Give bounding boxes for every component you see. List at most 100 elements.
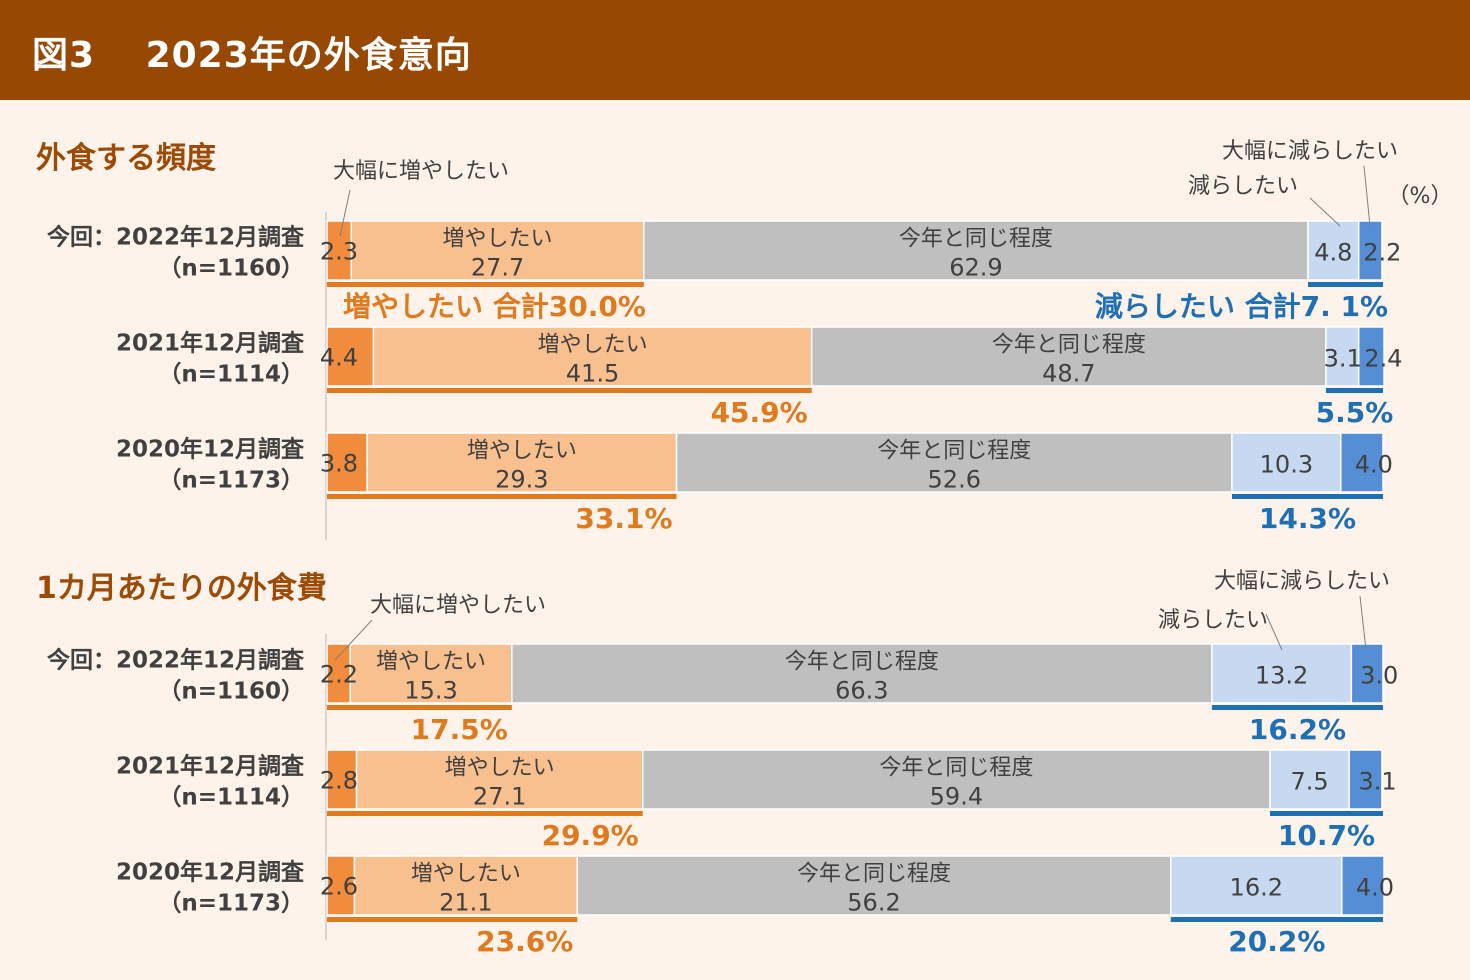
chart2-value-very-decrease: 3.0 [1360, 662, 1398, 690]
chart2-increase-total-underline [327, 705, 512, 710]
chart2-value-very-increase: 2.6 [320, 873, 358, 901]
chart1-category-label-line2: （n=1160） [158, 255, 304, 282]
chart1-category-label-line1: 今回：2022年12月調査 [47, 224, 304, 251]
figure-title: 図3 2023年の外食意向 [32, 35, 472, 76]
chart1-segment-name-increase: 増やしたい [443, 227, 553, 252]
chart2-increase-total-label: 17.5% [411, 713, 508, 746]
figure-header: 図3 2023年の外食意向 [0, 0, 1470, 100]
chart2-segment-name-same: 今年と同じ程度 [797, 862, 951, 887]
chart1-bar-very_decrease-2 [1357, 326, 1385, 387]
chart1-bar-decrease-1 [1307, 220, 1360, 281]
chart2-category-label-line1: 2020年12月調査 [116, 859, 304, 886]
chart2-value-very-increase: 2.2 [320, 661, 358, 689]
chart1-segment-name-same: 今年と同じ程度 [992, 333, 1146, 358]
chart1-value-very-increase: 3.8 [320, 450, 358, 478]
chart1-category-label-line2: （n=1114） [158, 361, 304, 388]
chart2-decrease-total-underline [1270, 811, 1383, 816]
chart2-section-title: 1カ月あたりの外食費 [36, 571, 327, 606]
chart1-decrease-total-label: 14.3% [1259, 502, 1356, 535]
chart1-bar-increase-2 [372, 326, 813, 387]
chart1-decrease-total-label: 減らしたい 合計7. 1% [1095, 290, 1388, 323]
chart1-callout-very-increase: 大幅に増やしたい [333, 159, 509, 184]
chart2-bar-increase-3 [353, 855, 579, 916]
chart2-segment-name-same: 今年と同じ程度 [879, 756, 1033, 781]
chart2-segment-name-increase: 増やしたい [411, 862, 521, 887]
chart1-value-same: 48.7 [1042, 360, 1095, 388]
chart2-callout-decrease-leader [1265, 613, 1283, 651]
chart1-decrease-total-underline [1231, 494, 1383, 499]
chart1-increase-total-label: 増やしたい 合計30.0% [343, 290, 646, 323]
chart1-value-very-decrease: 4.0 [1355, 451, 1393, 479]
chart1-bar-decrease-3 [1231, 432, 1342, 493]
chart1-decrease-total-label: 5.5% [1316, 396, 1394, 429]
chart1-bar-very_decrease-1 [1357, 220, 1383, 281]
chart1-value-same: 62.9 [949, 254, 1002, 282]
chart1-bar-increase-1 [350, 220, 645, 281]
chart1-increase-total-underline [327, 494, 677, 499]
chart1-value-very-increase: 2.3 [320, 238, 358, 266]
chart2-bar-increase-1 [349, 643, 513, 704]
chart2-segment-name-increase: 増やしたい [445, 756, 555, 781]
chart2-callout-very-increase-leader [334, 619, 373, 661]
chart2-value-same: 66.3 [835, 677, 888, 705]
chart2-bar-very_increase-3 [326, 855, 356, 916]
chart2-callout-very-decrease: 大幅に減らしたい [1214, 569, 1390, 594]
chart2-increase-total-label: 23.6% [476, 925, 573, 958]
chart2-increase-total-underline [327, 811, 643, 816]
chart1-bar-same-1 [643, 220, 1309, 281]
chart2-bar-very_decrease-2 [1348, 749, 1383, 810]
chart2-value-very-decrease: 4.0 [1356, 874, 1394, 902]
chart1-value-decrease: 4.8 [1314, 239, 1352, 267]
chart1-category-label-line1: 2020年12月調査 [116, 436, 304, 463]
chart2-value-decrease: 13.2 [1255, 662, 1308, 690]
chart1-increase-total-label: 33.1% [575, 502, 672, 535]
chart1-decrease-total-underline [1308, 282, 1383, 287]
chart2-bar-increase-2 [355, 749, 644, 810]
chart2-decrease-total-label: 20.2% [1228, 925, 1325, 958]
chart2-callout-very-increase: 大幅に増やしたい [370, 593, 546, 618]
chart2-category-label-line1: 今回：2022年12月調査 [47, 647, 304, 674]
chart1-value-increase: 29.3 [495, 466, 548, 494]
chart1-category-label-line2: （n=1173） [158, 467, 304, 494]
chart2-decrease-total-label: 16.2% [1249, 713, 1346, 746]
chart1-value-very-decrease: 2.4 [1364, 345, 1402, 373]
chart1-segment-name-increase: 増やしたい [467, 439, 577, 464]
chart2-increase-total-underline [327, 917, 578, 922]
chart2-category-label-line2: （n=1160） [158, 678, 304, 705]
chart1-section-title: 外食する頻度 [36, 141, 216, 176]
chart1-callout-very-increase-leader [339, 189, 351, 237]
chart2-decrease-total-underline [1170, 917, 1383, 922]
chart2-value-same: 59.4 [930, 783, 983, 811]
chart2-category-label-line1: 2021年12月調査 [116, 753, 304, 780]
chart1-increase-total-label: 45.9% [711, 396, 808, 429]
chart1-value-very-increase: 4.4 [320, 344, 358, 372]
chart2-category-label-line2: （n=1173） [158, 890, 304, 917]
chart2-segment-name-same: 今年と同じ程度 [785, 650, 939, 675]
chart1-category-label-line1: 2021年12月調査 [116, 330, 304, 357]
chart1-bar-very_decrease-3 [1340, 432, 1384, 493]
chart1-value-increase: 27.7 [471, 254, 524, 282]
chart1-bar-increase-3 [366, 432, 678, 493]
chart1-bar-same-2 [810, 326, 1327, 387]
chart2-category-label-line2: （n=1114） [158, 784, 304, 811]
chart1-decrease-total-underline [1325, 388, 1383, 393]
chart2-bar-same-2 [641, 749, 1271, 810]
chart2-value-same: 56.2 [847, 889, 900, 917]
chart2-segment-name-increase: 増やしたい [376, 650, 486, 675]
unit-label: （%） [1388, 184, 1453, 209]
chart1-bar-very_increase-3 [326, 432, 368, 493]
chart1-increase-total-underline [327, 388, 812, 393]
chart2-bar-very_decrease-3 [1341, 855, 1385, 916]
chart2-bar-decrease-3 [1169, 855, 1343, 916]
chart2-callout-decrease: 減らしたい [1158, 608, 1268, 633]
chart2-value-increase: 15.3 [404, 677, 457, 705]
chart1-bar-very_increase-2 [326, 326, 375, 387]
chart2-callout-very-decrease-leader [1359, 595, 1367, 651]
chart2-increase-total-label: 29.9% [542, 819, 639, 852]
chart1-increase-total-underline [327, 282, 644, 287]
chart2-value-decrease: 7.5 [1291, 768, 1329, 796]
chart1-value-increase: 41.5 [566, 360, 619, 388]
chart1-segment-name-increase: 増やしたい [538, 333, 648, 358]
